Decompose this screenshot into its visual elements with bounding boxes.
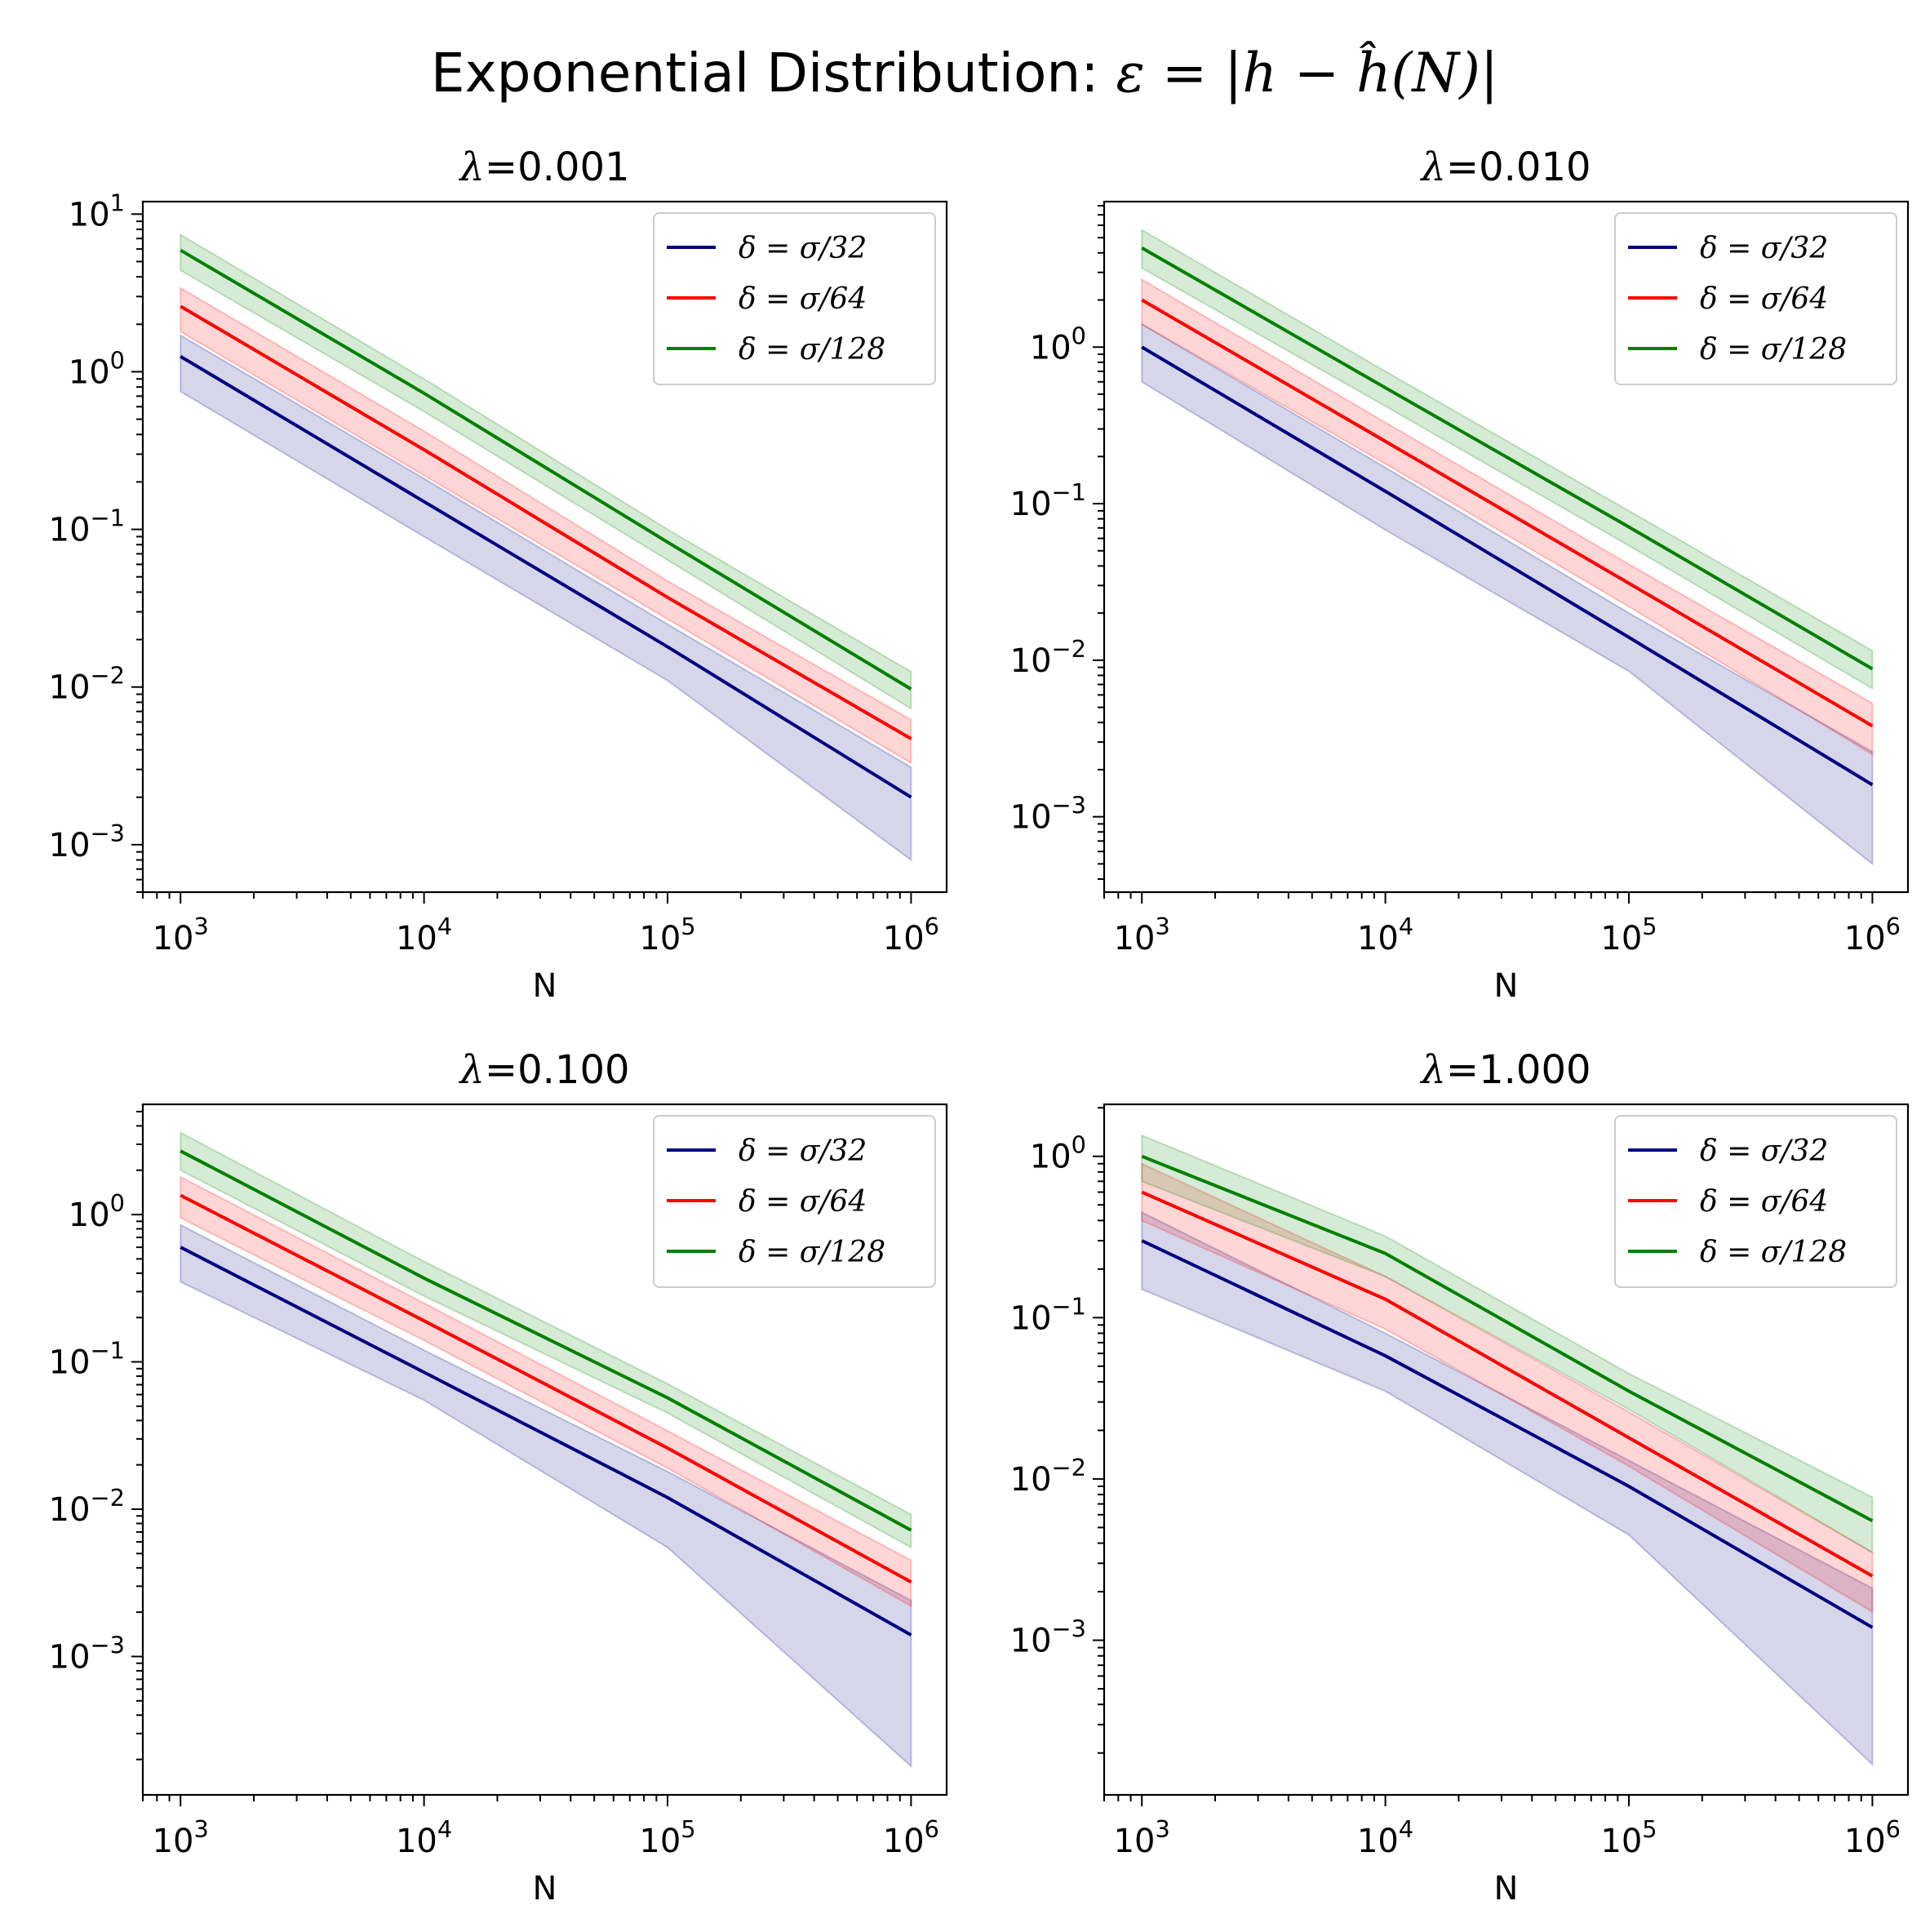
- line-series-2: [1141, 298, 1874, 728]
- x-tick-label: 104: [396, 913, 452, 957]
- legend: δ = σ/32 δ = σ/64 δ = σ/128: [653, 1115, 936, 1288]
- x-tick-label: 105: [639, 1815, 695, 1860]
- y-tick-label: 10−3: [49, 1631, 125, 1676]
- y-tick-label: 10−2: [49, 662, 125, 707]
- line-series-2: [1141, 1190, 1874, 1578]
- x-tick-label: 103: [1114, 1815, 1170, 1860]
- plot-area: [1141, 229, 1874, 866]
- y-tick-label: 10−3: [1010, 1615, 1086, 1660]
- subplot-title: λ=0.001: [458, 144, 629, 190]
- x-tick-label: 105: [1600, 913, 1657, 957]
- subplot-title: λ=1.000: [1419, 1047, 1591, 1093]
- y-tick-label: 10−3: [1010, 792, 1086, 837]
- x-tick-label: 106: [883, 913, 939, 957]
- subplot-2: 103 104 105 106 N 10−3 10−2 10−1 100 λ=0.010 δ = σ…: [1010, 144, 1910, 1005]
- legend-label-1: δ = σ/32: [739, 1135, 867, 1168]
- x-axis-label: N: [533, 1870, 557, 1908]
- legend-label-3: δ = σ/128: [739, 1236, 885, 1269]
- y-tick-label: 100: [1030, 322, 1086, 366]
- y-tick-label: 100: [69, 346, 125, 391]
- x-tick-label: 103: [153, 913, 209, 957]
- y-tick-label: 10−1: [49, 1337, 125, 1382]
- y-tick-label: 100: [1030, 1131, 1086, 1176]
- subplot-4: 103 104 105 106 N 10−3 10−2 10−1 100 λ=1.000 δ = σ…: [1010, 1047, 1910, 1908]
- band-series-1: [180, 1224, 912, 1769]
- band-series-3: [1141, 1134, 1874, 1554]
- band-series-3: [180, 1130, 912, 1549]
- plot-area: [1141, 1134, 1874, 1766]
- band-series-2: [180, 1175, 912, 1608]
- band-series-1: [1141, 322, 1874, 866]
- legend-label-1: δ = σ/32: [1700, 1135, 1828, 1168]
- legend-label-2: δ = σ/64: [1700, 282, 1828, 316]
- x-axis-label: N: [1494, 1870, 1519, 1908]
- subplot-1: 103 104 105 106 N 10−3 10−2 10−1 100 101 λ=0.001 δ …: [49, 144, 948, 1005]
- line-series-1: [180, 355, 912, 799]
- legend-label-3: δ = σ/128: [1700, 1236, 1847, 1269]
- y-tick-label: 10−2: [49, 1484, 125, 1529]
- axes-frame: [141, 1103, 948, 1797]
- legend: δ = σ/32 δ = σ/64 δ = σ/128: [1614, 212, 1897, 385]
- y-tick-label: 101: [69, 189, 125, 233]
- y-tick-label: 100: [69, 1189, 125, 1234]
- x-tick-label: 106: [1844, 1815, 1901, 1860]
- figure-suptitle: Exponential Distribution: ε = |h − ĥ(N)|: [431, 42, 1498, 104]
- legend-label-3: δ = σ/128: [1700, 333, 1847, 366]
- band-series-3: [180, 233, 912, 710]
- x-tick-label: 106: [883, 1815, 939, 1860]
- line-series-2: [180, 304, 912, 740]
- x-tick-label: 104: [396, 1815, 452, 1860]
- legend-label-2: δ = σ/64: [739, 1185, 867, 1219]
- line-series-3: [1141, 246, 1874, 671]
- legend-label-2: δ = σ/64: [739, 282, 867, 316]
- plot-area: [180, 1130, 912, 1769]
- x-tick-label: 103: [153, 1815, 209, 1860]
- y-tick-label: 10−1: [1010, 1292, 1086, 1337]
- legend-label-1: δ = σ/32: [1700, 232, 1828, 265]
- band-series-2: [1141, 1162, 1874, 1614]
- legend-label-1: δ = σ/32: [739, 232, 867, 265]
- x-axis-label: N: [1494, 967, 1519, 1005]
- band-series-2: [1141, 278, 1874, 757]
- line-series-2: [180, 1193, 912, 1584]
- legend: δ = σ/32 δ = σ/64 δ = σ/128: [653, 212, 936, 385]
- y-tick-label: 10−2: [1010, 635, 1086, 680]
- x-tick-label: 104: [1357, 913, 1413, 957]
- y-tick-label: 10−1: [49, 504, 125, 549]
- line-series-1: [1141, 1239, 1874, 1629]
- legend-frame: [1614, 212, 1897, 385]
- x-tick-label: 104: [1357, 1815, 1413, 1860]
- y-tick-label: 10−1: [1010, 478, 1086, 523]
- x-tick-label: 103: [1114, 913, 1170, 957]
- band-series-1: [1141, 1210, 1874, 1766]
- y-tick-label: 10−3: [49, 819, 125, 864]
- x-axis-label: N: [533, 967, 557, 1005]
- legend-label-2: δ = σ/64: [1700, 1185, 1828, 1219]
- line-series-3: [180, 1149, 912, 1532]
- subplot-3: 103 104 105 106 N 10−3 10−2 10−1 100 λ=0.100 δ = σ…: [49, 1047, 948, 1908]
- x-tick-label: 106: [1844, 913, 1901, 957]
- x-tick-label: 105: [639, 913, 695, 957]
- line-series-1: [180, 1246, 912, 1637]
- line-series-1: [1141, 345, 1874, 787]
- line-series-3: [1141, 1154, 1874, 1523]
- legend-frame: [1614, 1115, 1897, 1288]
- line-series-3: [180, 248, 912, 691]
- axes-frame: [1103, 200, 1910, 894]
- axes-frame: [1103, 1103, 1910, 1797]
- legend-label-3: δ = σ/128: [739, 333, 885, 366]
- subplot-title: λ=0.100: [458, 1047, 629, 1093]
- axes-frame: [141, 200, 948, 894]
- legend-frame: [653, 212, 936, 385]
- legend-frame: [653, 1115, 936, 1288]
- y-tick-label: 10−2: [1010, 1454, 1086, 1499]
- x-tick-label: 105: [1600, 1815, 1657, 1860]
- plot-area: [180, 233, 912, 862]
- subplot-title: λ=0.010: [1419, 144, 1591, 190]
- legend: δ = σ/32 δ = σ/64 δ = σ/128: [1614, 1115, 1897, 1288]
